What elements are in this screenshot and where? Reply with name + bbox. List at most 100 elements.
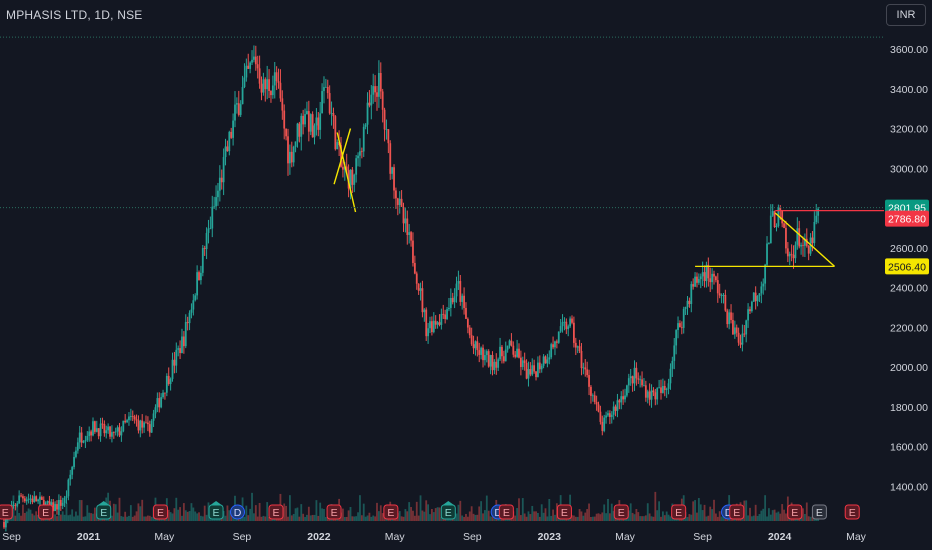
candle-body — [179, 348, 181, 353]
volume-bar — [474, 514, 477, 521]
candle-body — [415, 273, 418, 284]
candle-body — [256, 64, 259, 69]
candle-body — [73, 456, 75, 467]
candle-body — [550, 344, 553, 358]
earnings-marker-icon — [208, 504, 224, 520]
candle-body — [688, 300, 691, 305]
volume-bar — [31, 513, 34, 521]
candle-body — [355, 158, 358, 175]
volume-bar — [660, 516, 662, 521]
candle-body — [247, 65, 250, 69]
volume-bar — [324, 516, 327, 521]
y-tick-label: 1800.00 — [890, 402, 928, 414]
candle-body — [692, 284, 695, 287]
candle-body — [548, 357, 551, 360]
candle-body — [324, 86, 327, 88]
candle-body — [478, 350, 481, 355]
candle-body — [616, 400, 619, 411]
candle-body — [491, 354, 494, 371]
volume-bar — [75, 511, 77, 521]
candle-body — [160, 397, 163, 408]
candle-body — [101, 423, 104, 425]
candle-body — [309, 114, 312, 132]
candle-body — [200, 272, 202, 281]
candle-body — [270, 91, 272, 96]
candle-body — [656, 388, 659, 400]
volume-bar — [143, 516, 146, 521]
volume-bar — [266, 502, 269, 521]
candle-body — [156, 398, 159, 408]
volume-bar — [644, 515, 647, 521]
trendline — [774, 212, 836, 267]
candle-body — [754, 292, 757, 302]
candle-body — [264, 79, 267, 90]
marker-label: E — [213, 507, 220, 519]
candle-body — [605, 415, 607, 418]
volume-bar — [472, 513, 475, 521]
candle-body — [803, 238, 806, 246]
candle-body — [198, 272, 200, 281]
candle-body — [510, 340, 513, 346]
candle-body — [608, 413, 611, 418]
candle-body — [37, 499, 39, 502]
candle-body — [129, 416, 132, 417]
candle-body — [434, 320, 437, 325]
volume-bar — [345, 516, 348, 521]
candle-body — [529, 369, 532, 375]
volume-bar — [760, 510, 763, 521]
candle-body — [351, 169, 354, 185]
candle-body — [489, 354, 492, 367]
x-tick-label: Sep — [693, 531, 712, 543]
y-tick-label: 1600.00 — [890, 442, 928, 454]
volume-bar — [268, 516, 270, 521]
volume-bar — [150, 516, 153, 521]
volume-bar — [521, 498, 524, 521]
volume-bar — [362, 503, 365, 521]
marker-label: E — [2, 507, 9, 519]
symbol-title[interactable]: MPHASIS LTD, 1D, NSE — [6, 8, 143, 22]
earnings-marker-icon — [326, 504, 342, 520]
candle-body — [713, 273, 715, 277]
volume-bar — [572, 515, 575, 521]
candle-body — [658, 387, 661, 389]
candle-body — [135, 419, 138, 421]
candle-body — [644, 385, 647, 398]
candle-body — [154, 407, 157, 414]
candle-body — [561, 322, 564, 327]
volume-bar — [243, 516, 246, 521]
volume-bar — [52, 502, 55, 521]
candle-body — [817, 208, 820, 216]
candle-body — [730, 312, 732, 320]
volume-bar — [175, 497, 178, 521]
candle-body — [111, 432, 113, 437]
candle-body — [359, 151, 361, 156]
candle-body — [580, 350, 583, 369]
volume-bar — [476, 514, 479, 521]
volume-bar — [715, 513, 717, 521]
candle-body — [622, 396, 625, 400]
candle-body — [413, 263, 416, 274]
candle-body — [345, 166, 348, 171]
candle-body — [209, 228, 212, 230]
volume-bar — [372, 515, 375, 521]
candle-body — [453, 296, 456, 303]
candle-body — [775, 226, 778, 227]
earnings-marker-icon — [96, 504, 112, 520]
candle-body — [177, 348, 180, 350]
candle-body — [813, 221, 816, 244]
candle-body — [555, 341, 558, 343]
volume-bar — [484, 510, 486, 521]
currency-button[interactable]: INR — [886, 4, 926, 26]
volume-bar — [131, 516, 134, 521]
candle-body — [234, 104, 236, 121]
candle-body — [207, 228, 210, 233]
earnings-marker-icon — [0, 504, 13, 520]
volume-bar — [224, 515, 227, 521]
volume-bar — [247, 515, 250, 521]
volume-bar — [262, 515, 265, 521]
candle-body — [805, 238, 808, 246]
volume-bar — [133, 515, 136, 521]
candle-body — [349, 169, 352, 189]
volume-bar — [466, 516, 469, 521]
